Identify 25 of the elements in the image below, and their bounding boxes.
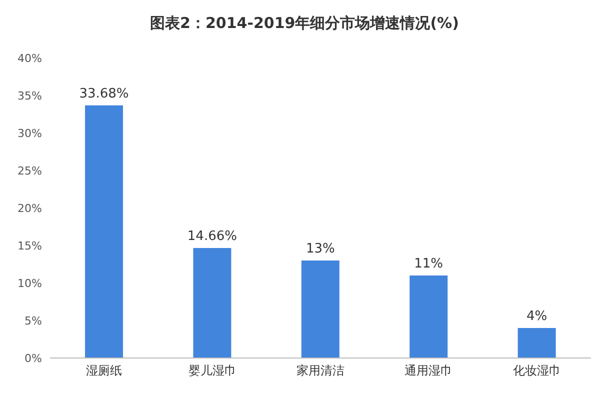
bar xyxy=(410,276,448,358)
x-tick-label: 婴儿湿巾 xyxy=(188,364,236,378)
y-tick-label: 20% xyxy=(18,202,42,215)
data-label: 14.66% xyxy=(187,229,237,244)
x-tick-label: 化妆湿巾 xyxy=(512,364,561,378)
chart-title: 图表2：2014-2019年细分市场增速情况(%) xyxy=(149,13,460,34)
y-tick-label: 25% xyxy=(18,164,42,178)
y-tick-label: 5% xyxy=(24,314,42,328)
data-label: 11% xyxy=(414,256,444,272)
bar xyxy=(193,248,232,358)
data-label: 13% xyxy=(306,242,335,256)
bar xyxy=(85,105,123,358)
y-tick-label: 15% xyxy=(18,239,42,252)
data-label: 33.68% xyxy=(79,86,129,102)
data-label: 4% xyxy=(526,309,548,324)
x-tick-label: 湿厕纸 xyxy=(86,364,122,378)
bar xyxy=(518,328,556,358)
x-tick-label: 家用清洁 xyxy=(296,364,344,378)
y-tick-label: 10% xyxy=(18,276,42,290)
y-tick-label: 40% xyxy=(18,52,42,65)
y-tick-label: 30% xyxy=(18,126,42,140)
y-tick-label: 0% xyxy=(24,352,42,365)
bar xyxy=(301,260,340,358)
x-tick-label: 通用湿巾 xyxy=(404,364,453,378)
y-tick-label: 35% xyxy=(18,89,42,102)
